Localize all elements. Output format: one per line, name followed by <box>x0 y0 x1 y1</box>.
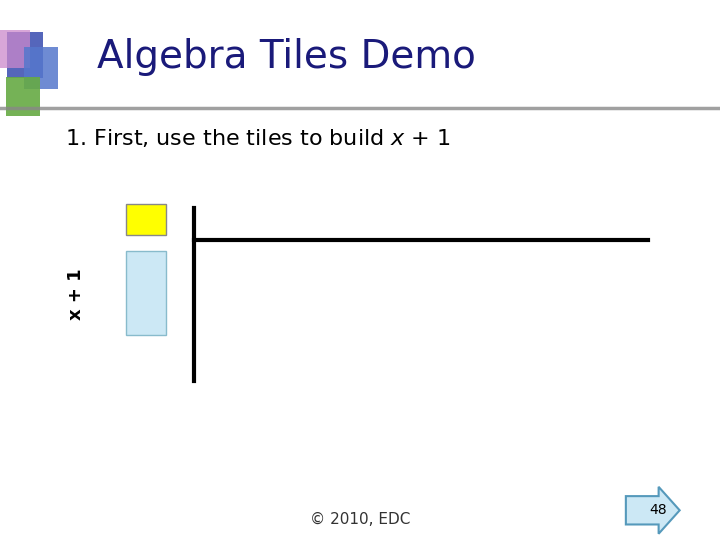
Text: 1. First, use the tiles to build $x$ + 1: 1. First, use the tiles to build $x$ + 1 <box>65 127 451 148</box>
Text: 48: 48 <box>650 503 667 517</box>
Text: Algebra Tiles Demo: Algebra Tiles Demo <box>97 38 476 76</box>
Bar <box>0 30 30 68</box>
Polygon shape <box>626 487 680 534</box>
Bar <box>7 32 43 78</box>
Text: © 2010, EDC: © 2010, EDC <box>310 512 410 527</box>
Bar <box>6 77 40 116</box>
Text: x + 1: x + 1 <box>66 268 85 320</box>
Bar <box>126 251 166 335</box>
Bar <box>24 47 58 89</box>
Bar <box>126 204 166 235</box>
